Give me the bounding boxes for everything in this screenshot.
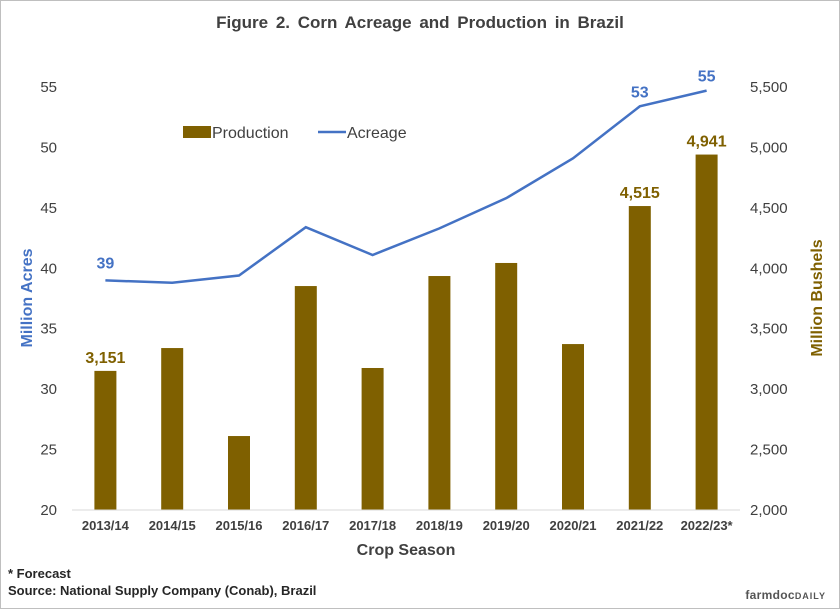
production-bar [628,206,651,510]
right-tick-label: 4,000 [750,260,788,277]
x-tick-label: 2021/22 [616,518,663,533]
farmdoc-logo: farmdocDAILY [745,588,826,602]
production-bar [94,370,117,510]
left-tick-label: 20 [40,502,57,519]
left-tick-label: 35 [40,321,57,338]
forecast-note: * Forecast [8,566,71,581]
left-axis: 20 25 30 35 40 45 50 55 [40,79,57,519]
right-axis-title: Million Bushels [809,239,826,356]
production-data-label: 3,151 [85,350,125,367]
right-tick-label: 2,500 [750,442,788,459]
production-data-label: 4,515 [620,185,660,202]
x-tick-label: 2016/17 [282,518,329,533]
left-tick-label: 45 [40,200,57,217]
acreage-line-path [105,89,707,285]
x-tick-label: 2014/15 [149,518,196,533]
x-tick-label: 2018/19 [416,518,463,533]
x-tick-label: 2019/20 [483,518,530,533]
right-tick-label: 3,500 [750,321,788,338]
acreage-line: 39 53 55 [97,69,716,285]
left-tick-label: 25 [40,442,57,459]
production-bar [361,367,384,510]
x-tick-label: 2020/21 [550,518,597,533]
x-tick-label: 2015/16 [216,518,263,533]
right-tick-label: 2,000 [750,502,788,519]
left-tick-label: 40 [40,260,57,277]
production-bar [495,262,518,510]
right-tick-label: 3,000 [750,381,788,398]
x-tick-label: 2017/18 [349,518,396,533]
logo-main: farmdoc [745,588,795,602]
acreage-data-label: 53 [631,84,649,101]
left-tick-label: 30 [40,381,57,398]
right-axis: 2,000 2,500 3,000 3,500 4,000 4,500 5,000 5,500 [750,79,788,519]
x-tick-label: 2013/14 [82,518,130,533]
source-note: Source: National Supply Company (Conab),… [8,583,317,598]
production-bar [428,276,451,510]
production-bars: 3,151 4,515 4,941 [85,134,727,510]
production-bar [695,154,718,510]
right-tick-label: 4,500 [750,200,788,217]
right-tick-label: 5,000 [750,139,788,156]
legend-production-label: Production [212,125,289,142]
left-tick-label: 55 [40,79,57,96]
logo-sub: DAILY [794,591,826,601]
production-data-label: 4,941 [687,134,727,151]
x-axis-title: Crop Season [357,542,456,559]
production-bar [228,436,250,510]
right-tick-label: 5,500 [750,79,788,96]
left-tick-label: 50 [40,139,57,156]
chart-title: Figure 2. Corn Acreage and Production in… [216,13,624,32]
legend-production-swatch [183,126,211,138]
x-axis: 2013/14 2014/15 2015/16 2016/17 2017/18 2018/… [82,518,734,533]
production-bar [294,286,317,510]
production-bar [562,344,584,510]
x-tick-label: 2022/23* [681,518,734,533]
left-axis-title: Million Acres [19,248,36,347]
legend: Production Acreage [183,125,407,142]
acreage-data-label: 39 [97,255,115,272]
legend-acreage-label: Acreage [347,125,407,142]
acreage-data-label: 55 [698,69,716,86]
production-bar [161,348,184,510]
